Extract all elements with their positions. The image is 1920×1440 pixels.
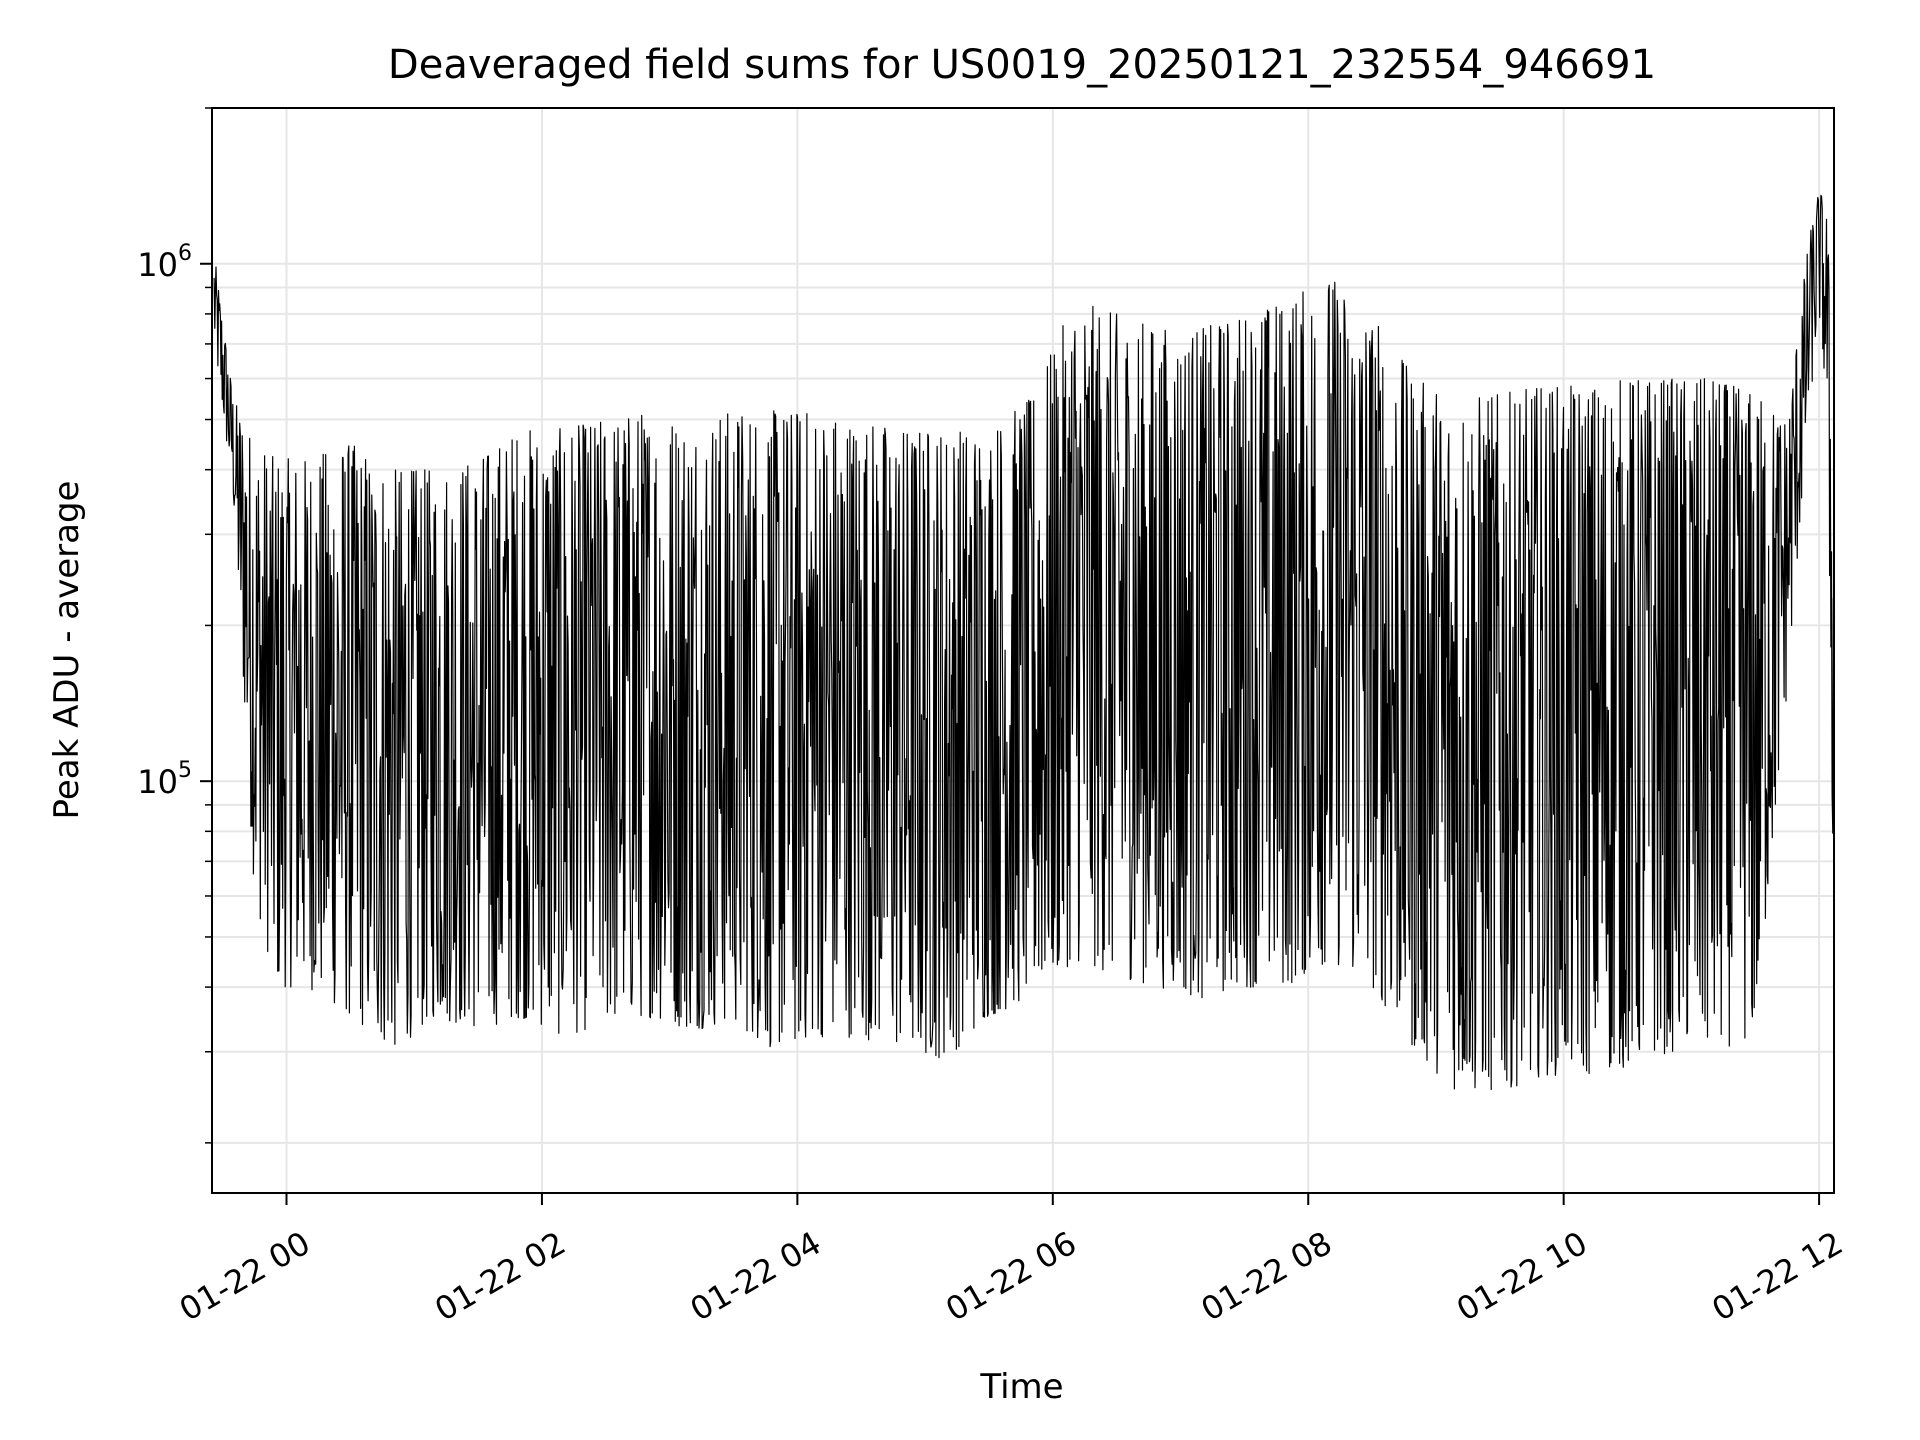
plot-frame [211, 107, 1835, 1194]
chart-title: Deaveraged field sums for US0019_2025012… [388, 42, 1656, 88]
y-tick-label: 105 [137, 758, 192, 801]
y-tick-label: 106 [137, 241, 192, 284]
y-axis-label: Peak ADU - average [47, 481, 87, 820]
x-axis-label: Time [979, 1367, 1063, 1407]
series-group [213, 194, 1835, 1091]
y-axis: 105 106 [137, 107, 212, 1144]
series-line [213, 194, 1835, 1091]
